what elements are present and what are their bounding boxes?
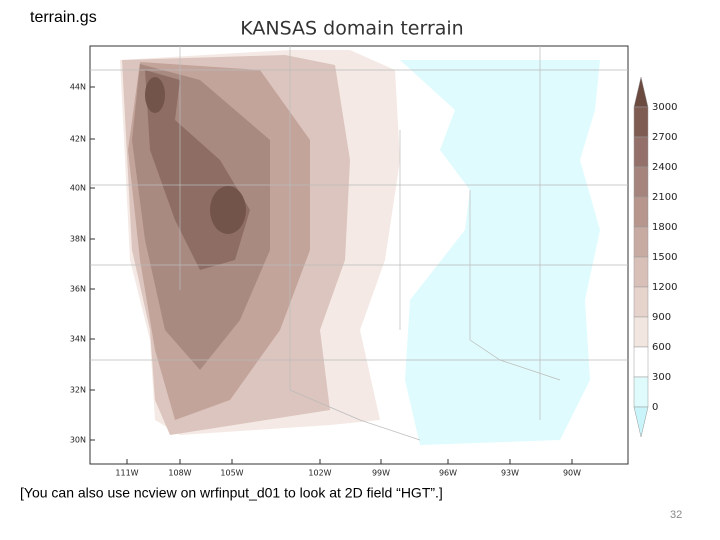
colorbar-segment	[633, 286, 649, 318]
colorbar-label: 3000	[652, 102, 677, 113]
colorbar-label: 900	[652, 312, 671, 323]
colorbar-label: 1200	[652, 282, 677, 293]
colorbar-label: 600	[652, 342, 671, 353]
lon-label: 105W	[220, 469, 243, 478]
colorbar-label: 2400	[652, 162, 677, 173]
lat-label: 30N	[70, 436, 86, 445]
colorbar-segment	[633, 166, 649, 198]
colorbar-label: 2100	[652, 192, 677, 203]
lon-label: 96W	[439, 469, 457, 478]
colorbar-segment	[633, 226, 649, 258]
lat-label: 38N	[70, 235, 86, 244]
lon-label: 108W	[168, 469, 191, 478]
lon-label: 102W	[308, 469, 331, 478]
colorbar-end	[633, 76, 649, 108]
lat-label: 42N	[70, 135, 86, 144]
map-title: KANSAS domain terrain	[240, 18, 463, 40]
colorbar-label: 300	[652, 372, 671, 383]
colorbar-label: 1800	[652, 222, 677, 233]
colorbar-end	[633, 406, 649, 438]
colorbar-label: 1500	[652, 252, 677, 263]
colorbar-segment	[633, 346, 649, 378]
lat-label: 40N	[70, 184, 86, 193]
lon-label: 90W	[563, 469, 581, 478]
colorbar-label: 0	[652, 402, 658, 413]
lon-label: 99W	[372, 469, 390, 478]
colorbar-segment	[633, 106, 649, 138]
colorbar-segment	[633, 256, 649, 288]
low-terrain	[400, 60, 600, 445]
lat-label: 44N	[70, 83, 86, 92]
map	[89, 45, 629, 465]
caption: [You can also use ncview on wrfinput_d01…	[20, 485, 443, 501]
lon-label: 111W	[115, 469, 138, 478]
terrain-peak	[210, 186, 246, 234]
lat-label: 34N	[70, 335, 86, 344]
script-name: terrain.gs	[30, 9, 97, 26]
lon-label: 93W	[501, 469, 519, 478]
page-number: 32	[670, 509, 682, 521]
lat-label: 36N	[70, 285, 86, 294]
colorbar-segment	[633, 136, 649, 168]
colorbar-label: 2700	[652, 132, 677, 143]
terrain-peak	[145, 77, 165, 113]
colorbar-segment	[633, 316, 649, 348]
colorbar-segment	[633, 196, 649, 228]
borders	[90, 46, 628, 441]
lat-label: 32N	[70, 386, 86, 395]
colorbar-segment	[633, 376, 649, 408]
